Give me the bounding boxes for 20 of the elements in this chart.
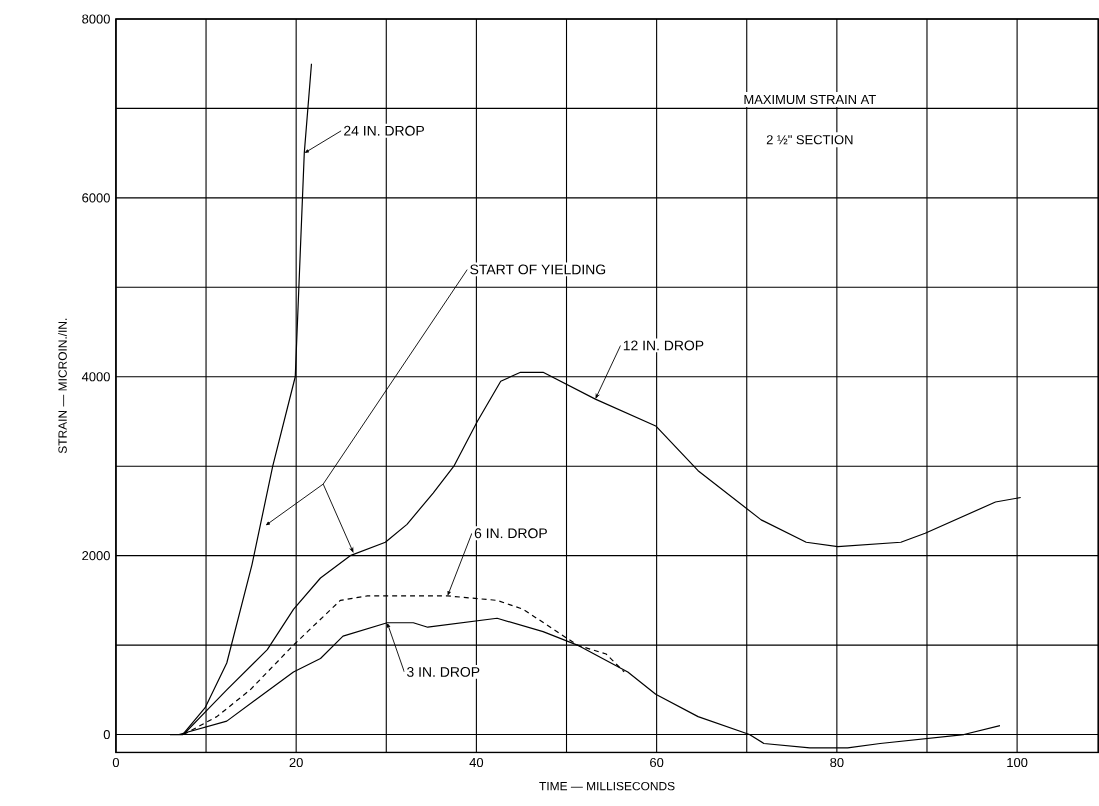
x-tick-label: 0	[112, 757, 120, 767]
y-axis-title: STRAIN — MICROIN./IN.	[58, 318, 67, 453]
annotation: START OF YIELDING	[470, 264, 606, 275]
x-tick-label: 100	[1007, 757, 1028, 767]
x-axis-title: TIME — MILLISECONDS	[539, 781, 675, 791]
y-tick-label: 6000	[82, 193, 110, 203]
x-tick-label: 60	[650, 757, 664, 767]
x-tick-label: 40	[469, 757, 484, 767]
x-tick-label: 20	[289, 757, 303, 767]
text: 3 IN. DROP	[407, 666, 480, 677]
text: 24 IN. DROP	[344, 125, 424, 136]
y-tick-label: 2000	[82, 550, 110, 561]
annotation: 2 ½" SECTION	[766, 134, 853, 145]
y-tick-label: 8000	[82, 14, 110, 24]
text: 12 IN. DROP	[623, 340, 704, 351]
y-tick-label: 0	[103, 729, 110, 739]
x-tick-label: 80	[830, 757, 844, 767]
text: 6 IN. DROP	[474, 528, 547, 539]
y-tick-label: 4000	[81, 371, 110, 382]
annotation: MAXIMUM STRAIN AT	[744, 94, 876, 104]
